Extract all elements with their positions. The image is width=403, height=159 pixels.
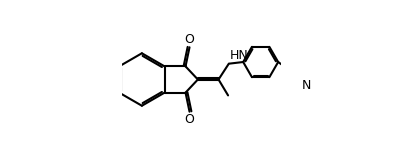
Text: O: O xyxy=(185,113,195,126)
Text: N: N xyxy=(302,79,311,92)
Text: O: O xyxy=(185,33,195,46)
Text: HN: HN xyxy=(230,49,248,62)
